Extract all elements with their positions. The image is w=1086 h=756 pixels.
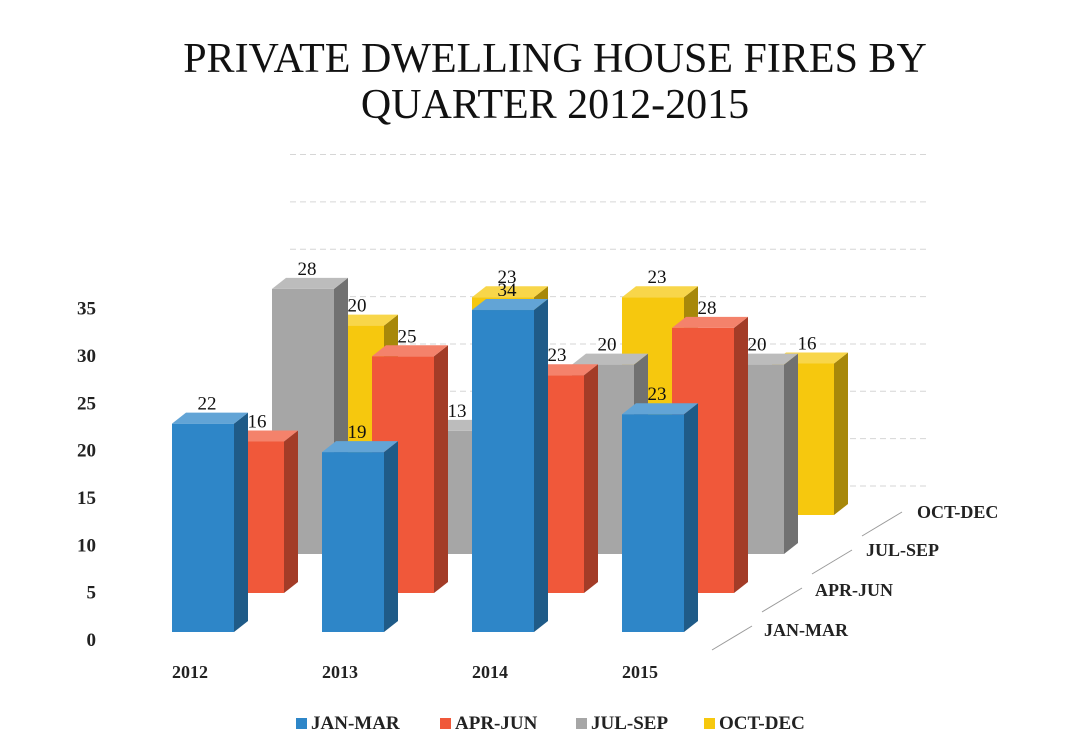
chart-title-line: PRIVATE DWELLING HOUSE FIRES BY <box>183 36 927 82</box>
depth-axis-label: APR-JUN <box>815 580 893 600</box>
y-tick-label: 10 <box>77 535 96 556</box>
bar-jan-mar-2014: 34 <box>472 280 548 632</box>
depth-axis-line <box>811 549 853 575</box>
legend-swatch <box>576 718 587 729</box>
depth-axis-line <box>711 625 753 651</box>
depth-axis-label: OCT-DEC <box>917 502 998 522</box>
bar-side <box>434 345 448 593</box>
bar-side <box>834 352 848 515</box>
bar-top <box>672 316 748 328</box>
bar-side <box>734 316 748 593</box>
y-tick-label: 30 <box>77 346 96 367</box>
bar-front <box>322 452 384 632</box>
x-tick-label: 2015 <box>622 662 658 682</box>
bar-side <box>234 412 248 632</box>
data-label: 28 <box>698 298 717 319</box>
bar-side <box>684 403 698 632</box>
legend-label: JUL-SEP <box>591 713 668 734</box>
x-tick-label: 2014 <box>472 662 508 682</box>
data-label: 20 <box>598 335 617 356</box>
legend-label: OCT-DEC <box>719 713 805 734</box>
legend-swatch <box>296 718 307 729</box>
depth-axis-label: JUL-SEP <box>866 540 939 560</box>
y-tick-label: 35 <box>77 299 96 320</box>
bar-side <box>284 430 298 593</box>
data-label: 23 <box>548 345 567 366</box>
y-tick-label: 5 <box>87 583 97 604</box>
bar-front <box>472 310 534 632</box>
bar-jan-mar-2012: 22 <box>172 394 248 632</box>
bar-front <box>172 423 234 632</box>
data-label: 13 <box>448 401 467 422</box>
bar-side <box>784 353 798 554</box>
y-tick-label: 25 <box>77 393 96 414</box>
data-label: 23 <box>648 384 667 405</box>
y-tick-label: 0 <box>87 630 97 651</box>
data-label: 34 <box>498 280 518 301</box>
chart-title-line: QUARTER 2012-2015 <box>361 82 749 128</box>
depth-axis-line <box>861 511 903 537</box>
bar-side <box>384 441 398 632</box>
bar-apr-jun-2015: 28 <box>672 298 748 593</box>
x-tick-label: 2012 <box>172 662 208 682</box>
bar-top <box>472 299 548 311</box>
data-label: 23 <box>498 267 517 288</box>
x-tick-label: 2013 <box>322 662 358 682</box>
data-label: 23 <box>648 267 667 288</box>
bar-jan-mar-2015: 23 <box>622 384 698 632</box>
legend-label: APR-JUN <box>455 713 538 734</box>
bar-side <box>584 364 598 593</box>
legend: JAN-MAR APR-JUN JUL-SEP OCT-DEC <box>296 713 805 734</box>
legend-swatch <box>440 718 451 729</box>
bar-jan-mar-2013: 19 <box>322 422 398 632</box>
data-label: 25 <box>398 326 417 347</box>
legend-swatch <box>704 718 715 729</box>
bar-top <box>272 277 348 289</box>
bar-top <box>572 353 648 365</box>
data-label: 16 <box>798 333 817 354</box>
bar-top <box>622 403 698 415</box>
bar-front <box>622 414 684 632</box>
bar-top <box>172 412 248 424</box>
data-label: 20 <box>348 296 367 317</box>
depth-axis-label: JAN-MAR <box>764 620 849 640</box>
bar-top <box>622 286 698 298</box>
depth-axis-line <box>761 587 803 613</box>
bar-side <box>534 299 548 632</box>
bar-top <box>372 345 448 357</box>
legend-label: JAN-MAR <box>311 713 400 734</box>
bar-top <box>472 286 548 298</box>
data-label: 20 <box>748 335 767 356</box>
data-label: 16 <box>248 411 267 432</box>
data-label: 19 <box>348 422 367 443</box>
y-tick-label: 15 <box>77 488 96 509</box>
bar-top <box>322 441 398 453</box>
y-tick-label: 20 <box>77 441 96 462</box>
data-label: 28 <box>298 259 317 280</box>
data-label: 22 <box>198 394 217 415</box>
